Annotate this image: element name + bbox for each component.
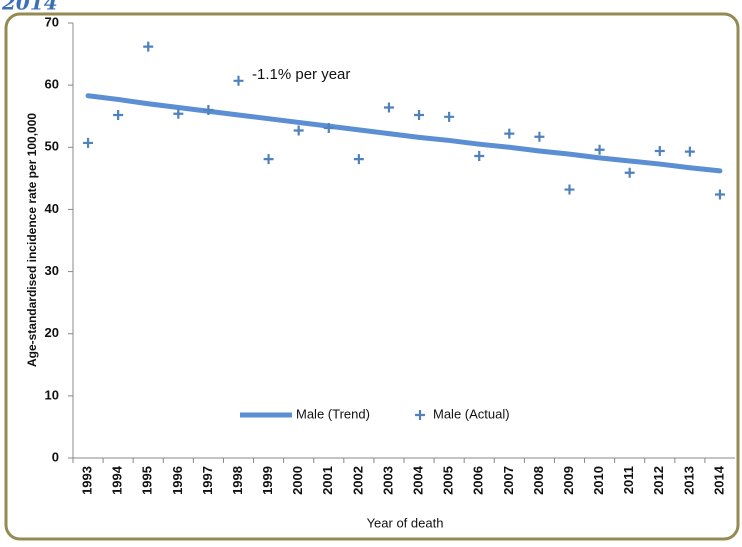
data-point xyxy=(233,75,244,86)
x-tick-label: 2011 xyxy=(621,466,636,494)
data-point xyxy=(534,131,545,142)
legend-label: Male (Actual) xyxy=(433,406,510,421)
data-point xyxy=(293,125,304,136)
frame xyxy=(4,12,740,541)
x-tick-label: 2012 xyxy=(651,466,666,495)
data-point xyxy=(263,154,274,165)
x-tick-label: 2009 xyxy=(561,466,576,495)
data-point xyxy=(203,105,214,115)
data-point xyxy=(714,189,725,200)
data-point xyxy=(684,146,695,157)
data-point xyxy=(654,146,665,157)
data-point xyxy=(414,109,425,120)
x-tick-label: 2013 xyxy=(681,466,696,495)
x-tick-label: 2001 xyxy=(320,466,335,495)
y-tick-label: 20 xyxy=(45,325,59,340)
legend-label: Male (Trend) xyxy=(296,406,370,421)
x-tick-label: 1993 xyxy=(79,466,94,495)
y-tick-label: 60 xyxy=(45,77,59,92)
x-tick-label: 2002 xyxy=(350,466,365,495)
y-tick-label: 10 xyxy=(45,387,59,402)
data-point xyxy=(143,41,154,52)
x-tick-label: 2003 xyxy=(380,466,395,495)
x-tick-label: 1994 xyxy=(110,465,125,495)
data-point xyxy=(383,102,394,113)
x-tick-label: 2004 xyxy=(410,465,425,495)
legend-swatch xyxy=(415,410,425,420)
data-point xyxy=(353,154,364,165)
x-tick-label: 1998 xyxy=(230,466,245,495)
data-point xyxy=(83,137,94,148)
x-tick-label: 1999 xyxy=(260,466,275,495)
y-tick-label: 30 xyxy=(45,263,59,278)
data-point xyxy=(444,111,455,122)
x-tick-label: 1995 xyxy=(140,466,155,495)
y-axis-label: Age-standardised incidence rate per 100,… xyxy=(25,113,39,367)
y-tick-label: 50 xyxy=(45,139,59,154)
x-axis-label: Year of death xyxy=(367,515,444,530)
data-point xyxy=(594,144,605,155)
data-point xyxy=(323,123,334,134)
y-tick-label: 0 xyxy=(52,449,59,464)
x-tick-label: 1997 xyxy=(200,466,215,495)
trend-line xyxy=(85,93,723,174)
x-tick-label: 2008 xyxy=(531,466,546,495)
data-point xyxy=(173,108,184,119)
data-point xyxy=(474,150,485,161)
data-point xyxy=(624,167,635,178)
data-point xyxy=(504,128,515,139)
annotation: -1.1% per year xyxy=(252,66,350,83)
x-tick-label: 2005 xyxy=(441,466,456,495)
chart-title: 2014 xyxy=(1,0,58,15)
x-tick-label: 2010 xyxy=(591,466,606,495)
x-tick-label: 2014 xyxy=(711,465,726,495)
x-tick-label: 2007 xyxy=(501,466,516,495)
data-point xyxy=(564,184,575,195)
x-tick-label: 2000 xyxy=(290,466,305,495)
y-tick-label: 70 xyxy=(45,14,59,29)
y-tick-label: 40 xyxy=(45,201,59,216)
data-point xyxy=(113,109,124,120)
x-tick-label: 2006 xyxy=(471,466,486,495)
x-tick-label: 1996 xyxy=(170,466,185,495)
